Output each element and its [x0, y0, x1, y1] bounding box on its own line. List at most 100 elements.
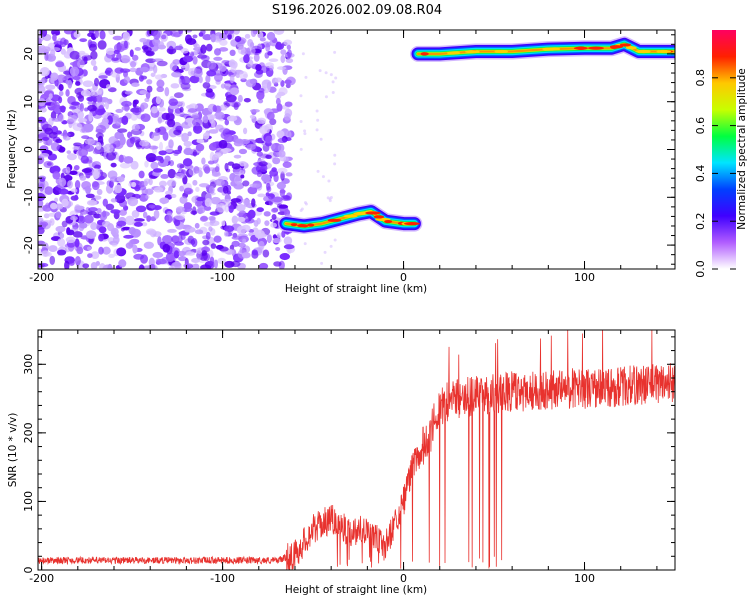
y-tick-label: 100	[22, 491, 35, 512]
noise-blob	[265, 42, 271, 52]
noise-blob	[160, 174, 169, 179]
noise-blob	[121, 100, 132, 107]
noise-blob	[59, 232, 65, 239]
noise-blob	[197, 111, 203, 120]
noise-blob	[182, 158, 193, 167]
y-tick-label: 10	[22, 95, 35, 109]
noise-blob	[279, 189, 286, 194]
noise-blob	[214, 166, 220, 173]
noise-blob	[42, 204, 52, 212]
noise-blob	[44, 53, 49, 61]
noise-blob	[192, 206, 197, 216]
noise-blob	[180, 48, 189, 54]
noise-blob	[144, 97, 150, 103]
noise-blob	[175, 206, 185, 213]
noise-blob	[196, 250, 202, 260]
noise-blob	[194, 229, 204, 235]
colorbar-tick-label: 0.0	[694, 260, 707, 278]
noise-blob	[243, 97, 251, 103]
noise-blob	[102, 246, 111, 255]
noise-blob	[245, 46, 256, 56]
noise-blob	[267, 51, 273, 56]
noise-blob	[168, 139, 174, 149]
noise-blob	[176, 163, 184, 169]
noise-blob	[154, 74, 164, 80]
noise-blob	[224, 162, 229, 172]
noise-blob	[84, 107, 89, 112]
noise-blob	[265, 182, 271, 191]
noise-blob	[278, 150, 286, 158]
noise-blob	[157, 117, 163, 124]
noise-blob	[273, 30, 285, 35]
noise-blob	[232, 30, 240, 35]
noise-blob	[118, 259, 127, 268]
noise-blob	[192, 179, 198, 186]
noise-blob	[178, 255, 187, 262]
noise-blob	[242, 238, 247, 243]
noise-blob	[188, 68, 195, 77]
noise-blob	[211, 155, 218, 161]
noise-blob	[184, 187, 194, 195]
noise-blob	[189, 75, 200, 84]
noise-blob	[161, 112, 171, 121]
snr-y-label: SNR (10 * v/v)	[7, 413, 19, 488]
noise-blob	[165, 252, 175, 263]
noise-blob	[222, 185, 229, 194]
noise-blob	[200, 44, 207, 54]
noise-blob	[263, 195, 272, 202]
noise-blob	[159, 197, 170, 204]
noise-blob	[200, 55, 210, 62]
noise-blob	[268, 58, 279, 62]
noise-blob	[55, 61, 65, 68]
noise-blob	[146, 215, 152, 222]
x-tick-label: -200	[29, 271, 54, 284]
noise-blob	[299, 147, 303, 151]
x-tick-label: -100	[210, 572, 235, 585]
noise-blob	[239, 139, 250, 145]
noise-blob	[152, 251, 164, 259]
noise-blob	[86, 96, 96, 102]
noise-blob	[72, 122, 83, 131]
noise-blob	[88, 112, 93, 122]
noise-blob	[129, 67, 137, 73]
noise-blob	[66, 153, 77, 161]
noise-blob	[223, 82, 231, 90]
noise-blob	[277, 167, 288, 174]
noise-blob	[69, 66, 80, 77]
noise-blob	[104, 54, 113, 63]
noise-blob	[142, 211, 148, 219]
noise-blob	[275, 247, 281, 252]
noise-blob	[211, 119, 216, 128]
noise-blob	[183, 147, 193, 156]
noise-blob	[191, 238, 198, 248]
noise-blob	[256, 117, 267, 124]
signal-peak	[354, 211, 369, 215]
noise-blob	[261, 174, 271, 182]
noise-blob	[139, 90, 148, 95]
colorbar-tick-label: 0.2	[694, 212, 707, 230]
noise-blob	[272, 157, 281, 165]
noise-blob	[138, 170, 145, 179]
noise-blob	[256, 207, 264, 213]
noise-blob	[75, 81, 81, 86]
noise-blob	[119, 68, 131, 73]
noise-blob	[76, 246, 84, 255]
noise-blob	[125, 215, 135, 226]
noise-blob	[123, 76, 131, 84]
noise-blob	[185, 38, 197, 45]
spectrogram-y-ticks: -20 -10 0 10 20	[22, 34, 675, 265]
noise-blob	[85, 185, 91, 195]
noise-blob	[58, 177, 67, 187]
noise-blob	[270, 222, 277, 228]
noise-blob	[231, 215, 238, 225]
noise-blob	[148, 178, 153, 186]
noise-blob	[170, 83, 180, 89]
noise-blob	[333, 50, 337, 54]
noise-blob	[273, 261, 282, 267]
noise-blob	[265, 62, 275, 69]
noise-blob	[168, 45, 174, 55]
noise-blob	[79, 209, 89, 215]
signal-peak	[635, 49, 651, 54]
noise-blob	[74, 194, 79, 201]
noise-blob	[51, 30, 61, 36]
